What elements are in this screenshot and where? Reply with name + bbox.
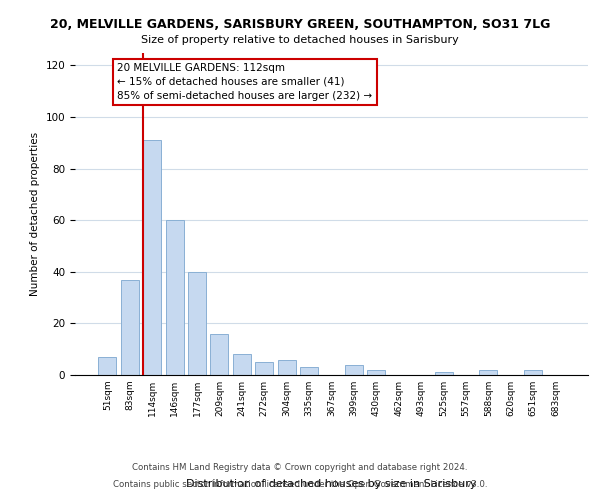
Bar (121, 280, 139, 375)
Bar (345, 364, 363, 375)
Text: Contains public sector information licensed under the Open Government Licence v3: Contains public sector information licen… (113, 480, 487, 489)
Text: 20 MELVILLE GARDENS: 112sqm
← 15% of detached houses are smaller (41)
85% of sem: 20 MELVILLE GARDENS: 112sqm ← 15% of det… (118, 63, 373, 101)
Bar (278, 360, 296, 375)
Bar (479, 370, 497, 375)
Bar (233, 354, 251, 375)
X-axis label: Distribution of detached houses by size in Sarisbury: Distribution of detached houses by size … (186, 478, 477, 488)
Bar (143, 140, 161, 375)
Bar (188, 272, 206, 375)
Y-axis label: Number of detached properties: Number of detached properties (30, 132, 40, 296)
Bar (211, 334, 229, 375)
Text: 20, MELVILLE GARDENS, SARISBURY GREEN, SOUTHAMPTON, SO31 7LG: 20, MELVILLE GARDENS, SARISBURY GREEN, S… (50, 18, 550, 30)
Bar (524, 370, 542, 375)
Text: Size of property relative to detached houses in Sarisbury: Size of property relative to detached ho… (141, 35, 459, 45)
Bar (367, 370, 385, 375)
Bar (98, 357, 116, 375)
Bar (300, 368, 318, 375)
Bar (255, 362, 273, 375)
Bar (434, 372, 452, 375)
Text: Contains HM Land Registry data © Crown copyright and database right 2024.: Contains HM Land Registry data © Crown c… (132, 464, 468, 472)
Bar (166, 220, 184, 375)
